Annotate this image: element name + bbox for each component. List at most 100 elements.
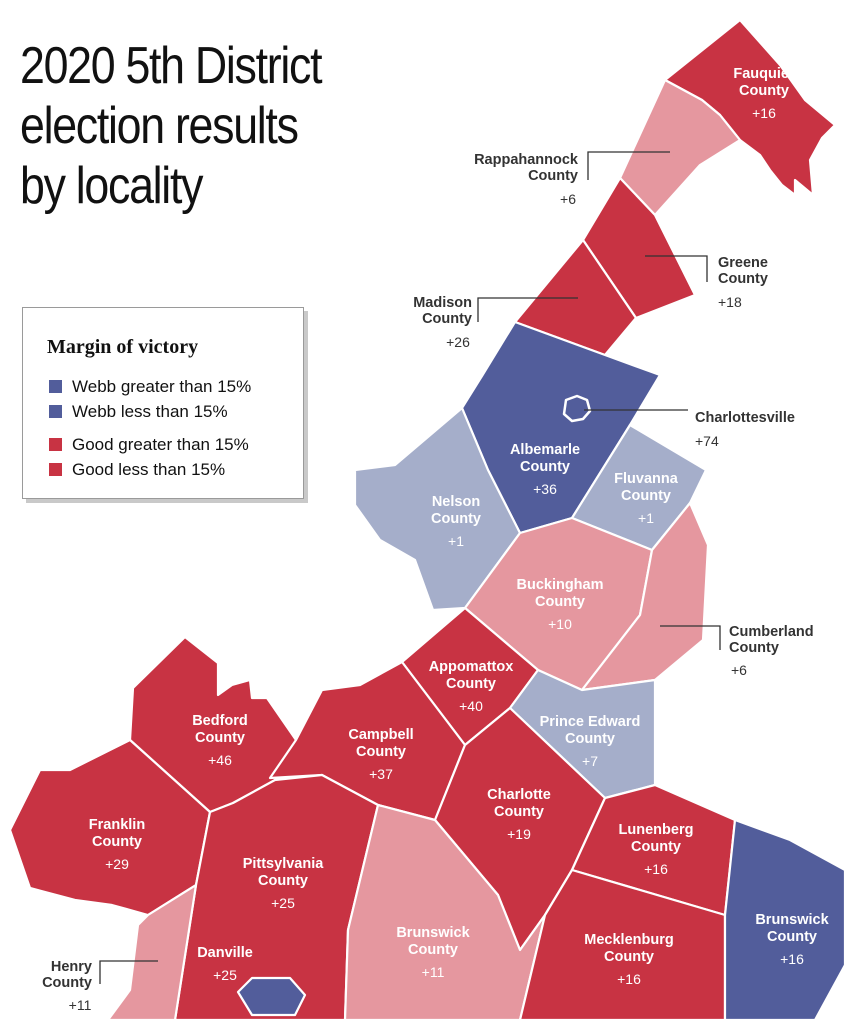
svg-text:Bedford: Bedford <box>192 713 248 729</box>
charlottesville-shape[interactable] <box>562 394 592 423</box>
legend-items: Webb greater than 15% Webb less than 15%… <box>49 374 251 482</box>
svg-text:+6: +6 <box>731 662 747 678</box>
legend: Margin of victory Webb greater than 15% … <box>22 307 304 499</box>
danville-shape[interactable] <box>236 976 307 1017</box>
svg-text:+19: +19 <box>507 826 531 842</box>
appomattox-label: Appomattox County +40 <box>429 659 514 714</box>
svg-text:Nelson: Nelson <box>432 494 480 510</box>
svg-text:+36: +36 <box>533 481 557 497</box>
fauquier-label: Fauquier County +16 <box>733 66 795 121</box>
svg-text:Rappahannock: Rappahannock <box>474 152 579 168</box>
svg-text:Cumberland: Cumberland <box>729 624 814 640</box>
svg-text:+16: +16 <box>780 951 804 967</box>
svg-text:Campbell: Campbell <box>348 727 413 743</box>
svg-text:County: County <box>621 488 671 504</box>
cumberland-county-shape[interactable] <box>580 501 710 692</box>
svg-text:Brunswick: Brunswick <box>396 925 470 941</box>
bedford-label: Bedford County +46 <box>192 713 248 768</box>
madison-label: Madison County +26 <box>413 295 472 350</box>
svg-text:Prince Edward: Prince Edward <box>540 714 641 730</box>
svg-text:Charlotte: Charlotte <box>487 787 551 803</box>
fluvanna-label: Fluvanna County +1 <box>614 471 679 526</box>
henry-label: Henry County +11 <box>42 959 92 1013</box>
danville-label: Danville +25 <box>197 945 253 983</box>
prince-edward-label: Prince Edward County +7 <box>540 714 641 769</box>
henry-leader-line <box>99 960 158 984</box>
svg-text:County: County <box>729 640 779 656</box>
svg-text:Henry: Henry <box>51 959 92 975</box>
svg-text:County: County <box>431 511 481 527</box>
svg-text:County: County <box>718 271 768 287</box>
svg-text:County: County <box>195 730 245 746</box>
svg-text:+1: +1 <box>448 533 464 549</box>
legend-label: Good less than 15% <box>72 459 226 479</box>
svg-text:County: County <box>42 975 92 991</box>
svg-text:Madison: Madison <box>413 295 472 311</box>
svg-text:County: County <box>446 676 496 692</box>
svg-text:County: County <box>565 731 615 747</box>
lunenberg-label: Lunenberg County +16 <box>619 822 694 877</box>
legend-label: Webb greater than 15% <box>72 376 252 396</box>
svg-text:+18: +18 <box>718 294 742 310</box>
svg-text:+1: +1 <box>638 510 654 526</box>
legend-swatch <box>49 438 62 451</box>
svg-text:County: County <box>92 834 142 850</box>
pittsylvania-label: Pittsylvania County +25 <box>243 856 325 911</box>
svg-text:County: County <box>604 949 654 965</box>
svg-text:Brunswick: Brunswick <box>755 912 829 928</box>
svg-text:County: County <box>356 744 406 760</box>
svg-text:+16: +16 <box>644 861 668 877</box>
svg-text:Danville: Danville <box>197 945 253 961</box>
rappahannock-label: Rappahannock County +6 <box>474 152 579 207</box>
buckingham-label: Buckingham County +10 <box>516 577 603 632</box>
brunswick-label: Brunswick County +16 <box>755 912 829 967</box>
legend-title: Margin of victory <box>47 336 199 358</box>
svg-text:+11: +11 <box>422 964 445 980</box>
svg-text:+25: +25 <box>213 967 237 983</box>
svg-text:County: County <box>739 83 789 99</box>
svg-text:+25: +25 <box>271 895 295 911</box>
legend-swatch <box>49 380 62 393</box>
svg-text:Appomattox: Appomattox <box>429 659 514 675</box>
svg-text:+7: +7 <box>582 753 598 769</box>
charlotte-label: Charlotte County +19 <box>487 787 551 842</box>
title-line-3: by locality <box>20 157 203 215</box>
svg-text:County: County <box>535 594 585 610</box>
title-line-1: 2020 5th District <box>20 37 322 95</box>
svg-text:Charlottesville: Charlottesville <box>695 410 795 426</box>
greene-leader-line <box>645 255 708 282</box>
mecklenburg-county-shape[interactable] <box>518 868 727 1022</box>
cumberland-leader-line <box>660 625 721 650</box>
charlottesville-label: Charlottesville +74 <box>695 410 795 449</box>
rappahannock-leader-line <box>587 151 670 180</box>
legend-item-good-weak: Good less than 15% <box>49 457 251 482</box>
mecklenburg-label: Mecklenburg County +16 <box>584 932 673 987</box>
svg-text:Fluvanna: Fluvanna <box>614 471 679 487</box>
henry-county-shape[interactable] <box>106 883 198 1022</box>
legend-item-webb-strong: Webb greater than 15% <box>49 374 251 399</box>
legend-label: Good greater than 15% <box>72 434 249 454</box>
svg-text:+29: +29 <box>105 856 129 872</box>
madison-leader-line <box>477 297 578 322</box>
svg-text:Pittsylvania: Pittsylvania <box>243 856 325 872</box>
campbell-label: Campbell County +37 <box>348 727 413 782</box>
greene-county-shape[interactable] <box>581 176 697 320</box>
legend-label: Webb less than 15% <box>72 401 228 421</box>
nelson-label: Nelson County +1 <box>431 494 481 549</box>
svg-text:+16: +16 <box>752 105 776 121</box>
cumberland-label: Cumberland County +6 <box>729 624 814 678</box>
svg-text:+10: +10 <box>548 616 572 632</box>
svg-text:+40: +40 <box>459 698 483 714</box>
svg-text:+6: +6 <box>560 191 576 207</box>
brunswick-county-shape[interactable] <box>723 818 847 1022</box>
nelson-county-shape[interactable] <box>353 406 522 612</box>
title-line-2: election results <box>20 97 299 155</box>
svg-text:Mecklenburg: Mecklenburg <box>584 932 673 948</box>
greene-label: Greene County +18 <box>718 255 768 310</box>
svg-text:County: County <box>520 459 570 475</box>
svg-text:+26: +26 <box>446 334 470 350</box>
legend-swatch <box>49 405 62 418</box>
svg-text:County: County <box>408 942 458 958</box>
svg-text:Albemarle: Albemarle <box>510 442 580 458</box>
